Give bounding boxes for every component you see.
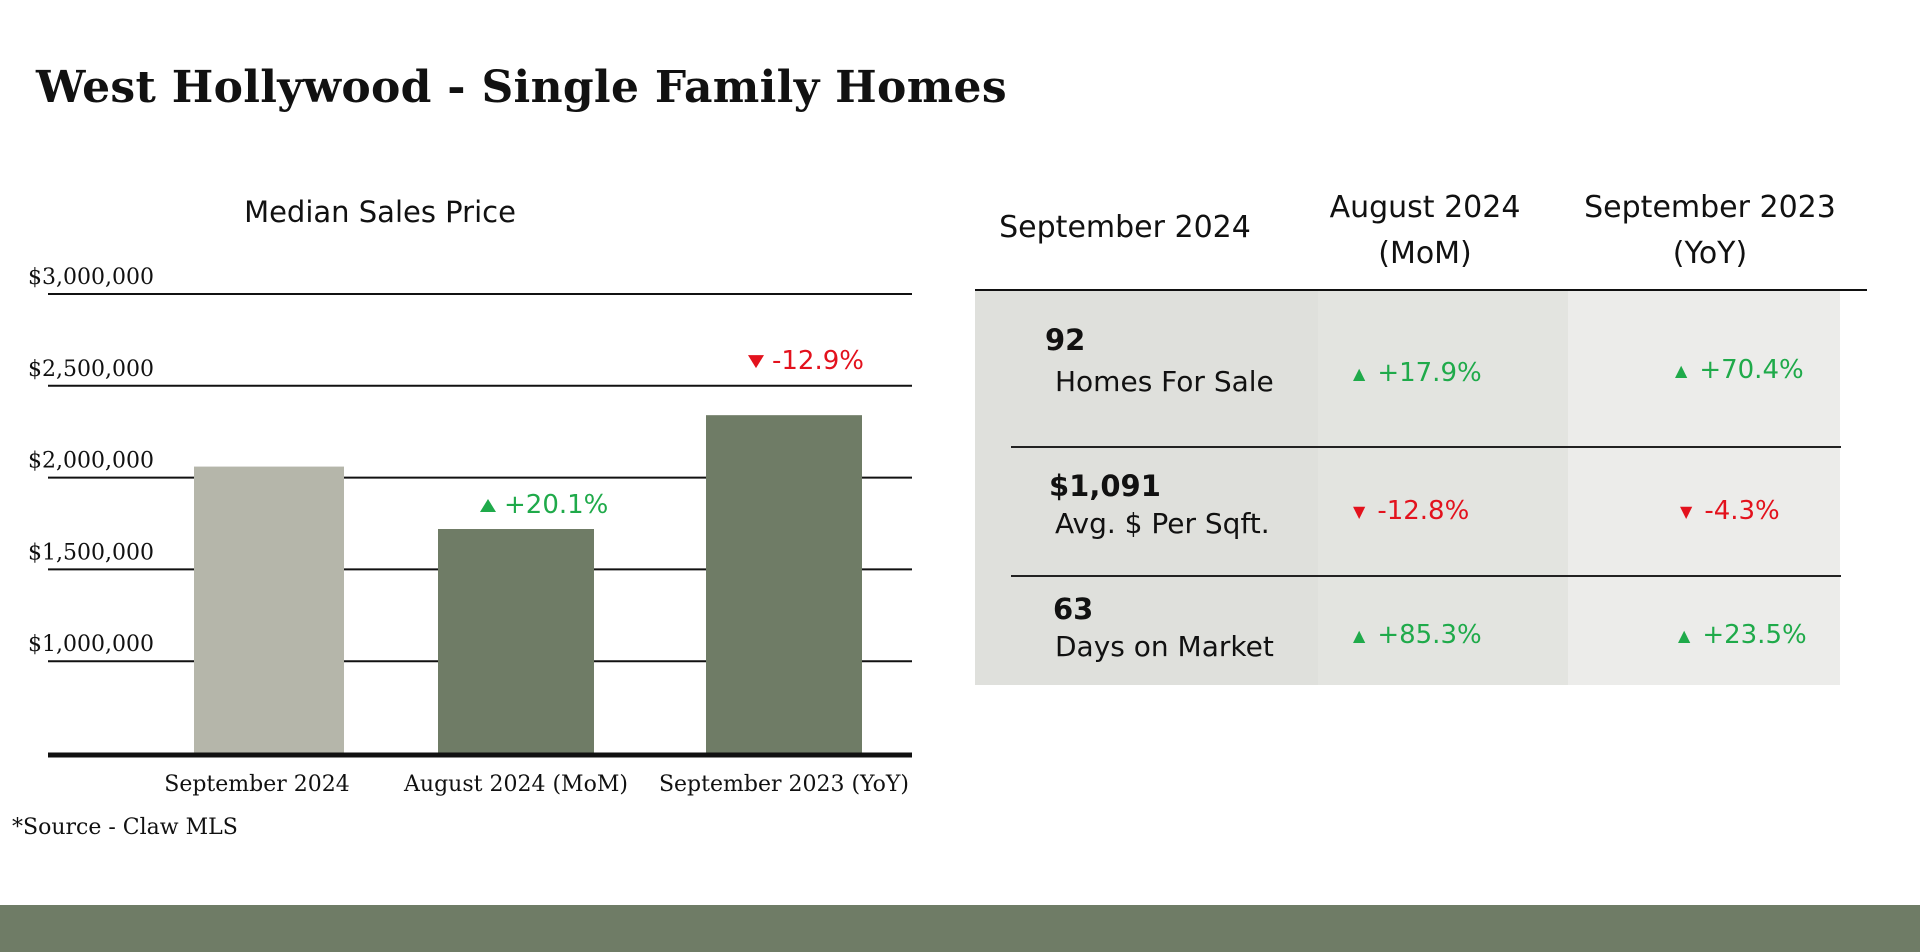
x-tick-label: September 2023 (YoY) xyxy=(659,772,909,797)
header-divider xyxy=(975,289,1867,291)
y-tick-label: $1,500,000 xyxy=(28,540,154,565)
change-arrow-icon: ▼ xyxy=(1353,501,1366,521)
change-arrow-icon: ▲ xyxy=(1675,360,1688,380)
price-per-sqft-yoy: ▼ -4.3% xyxy=(1680,496,1780,526)
bar-september-2024 xyxy=(194,466,344,753)
days-on-market-mom: ▲ +85.3% xyxy=(1353,620,1482,650)
column-band-yoy xyxy=(1568,289,1840,685)
footer-bar xyxy=(0,905,1920,952)
column-band-current xyxy=(975,289,1318,685)
homes-for-sale-label: Homes For Sale xyxy=(1055,365,1274,398)
page-title: West Hollywood - Single Family Homes xyxy=(36,62,1007,113)
source-note: *Source - Claw MLS xyxy=(12,815,238,840)
bar-august-2024-mom xyxy=(438,529,594,753)
x-tick-label: September 2024 xyxy=(164,772,350,797)
header-yoy: September 2023 (YoY) xyxy=(1584,190,1836,271)
change-label: +20.1% xyxy=(504,490,608,520)
days-on-market-yoy: ▲ +23.5% xyxy=(1678,620,1807,650)
y-tick-label: $1,000,000 xyxy=(28,632,154,657)
homes-for-sale-yoy: ▲ +70.4% xyxy=(1675,355,1804,385)
price-per-sqft-label: Avg. $ Per Sqft. xyxy=(1055,507,1270,540)
change-arrow-icon: ▼ xyxy=(1680,501,1693,521)
up-arrow-icon xyxy=(480,499,496,513)
row-divider xyxy=(1011,575,1841,577)
change-label: -12.9% xyxy=(772,346,864,376)
change-arrow-icon: ▲ xyxy=(1353,625,1366,645)
chart-title: Median Sales Price xyxy=(244,195,516,229)
days-on-market-label: Days on Market xyxy=(1055,630,1274,663)
column-band-mom xyxy=(1318,289,1568,685)
bar-september-2023-yoy xyxy=(706,415,862,753)
down-arrow-icon xyxy=(748,355,764,369)
price-per-sqft-mom: ▼ -12.8% xyxy=(1353,496,1470,526)
price-per-sqft-value: $1,091 xyxy=(1049,469,1161,503)
change-arrow-icon: ▲ xyxy=(1353,363,1366,383)
x-tick-label: August 2024 (MoM) xyxy=(403,772,628,797)
homes-for-sale-value: 92 xyxy=(1045,323,1086,357)
header-mom: August 2024 (MoM) xyxy=(1329,190,1521,271)
row-divider xyxy=(1011,446,1841,448)
change-arrow-icon: ▲ xyxy=(1678,625,1691,645)
stats-table: September 2024 August 2024 (MoM) Septembe… xyxy=(975,185,1867,705)
median-price-chart: Median Sales Price $1,000,000 $1,500,000 $2… xyxy=(28,195,912,797)
header-current: September 2024 xyxy=(999,210,1251,245)
y-tick-label: $3,000,000 xyxy=(28,265,154,290)
homes-for-sale-mom: ▲ +17.9% xyxy=(1353,358,1482,388)
y-tick-label: $2,500,000 xyxy=(28,357,154,382)
days-on-market-value: 63 xyxy=(1053,592,1094,626)
y-tick-label: $2,000,000 xyxy=(28,449,154,474)
